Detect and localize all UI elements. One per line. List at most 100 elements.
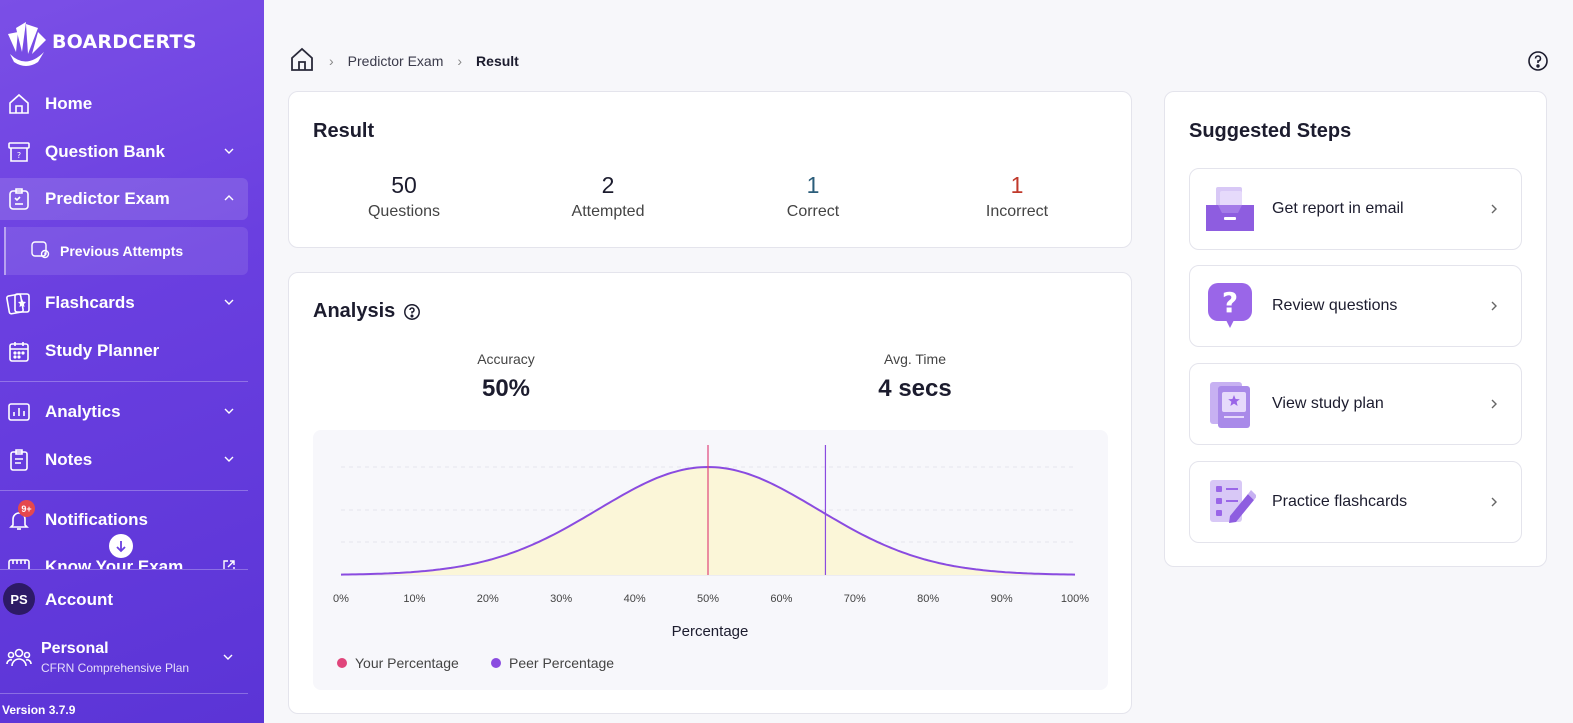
sidebar-item-notes[interactable]: Notes xyxy=(0,439,248,481)
legend-label: Your Percentage xyxy=(355,655,459,671)
notes-icon xyxy=(6,447,32,473)
step-label: Get report in email xyxy=(1272,200,1404,217)
legend-marker xyxy=(337,658,347,668)
sidebar-item-analytics[interactable]: Analytics xyxy=(0,391,248,433)
chevron-right-icon xyxy=(1487,495,1501,514)
result-card: Result 50 Questions 2 Attempted 1 Correc… xyxy=(288,91,1132,248)
study-plan-icon xyxy=(1204,378,1256,430)
calendar-icon xyxy=(6,338,32,364)
step-review-questions[interactable]: ? Review questions xyxy=(1189,265,1522,347)
sidebar-item-previous-attempts[interactable]: Previous Attempts xyxy=(4,227,248,275)
chevron-right-icon: › xyxy=(457,52,463,69)
chevron-up-icon[interactable] xyxy=(222,191,236,210)
x-tick-label: 10% xyxy=(403,593,425,605)
metric-label: Avg. Time xyxy=(884,351,946,367)
chevron-down-icon[interactable] xyxy=(222,295,236,314)
stat-incorrect: 1 Incorrect xyxy=(917,172,1117,221)
sidebar-item-label: Notifications xyxy=(45,510,148,529)
plan-switcher[interactable]: Personal CFRN Comprehensive Plan xyxy=(41,640,189,675)
chevron-right-icon: › xyxy=(329,52,334,69)
stat-attempted: 2 Attempted xyxy=(508,172,708,221)
sidebar-item-know-your-exam[interactable]: Know Your Exam xyxy=(0,547,248,569)
stat-label: Correct xyxy=(786,203,840,220)
sidebar-item-predictor-exam[interactable]: Predictor Exam xyxy=(0,178,248,220)
chart-svg: 0% 10% 20% 30% 40% 50% 60% 70% 80% 90% 100% Percent… xyxy=(333,445,1089,671)
x-tick-label: 40% xyxy=(624,593,646,605)
account-label[interactable]: Account xyxy=(45,590,113,609)
sidebar-item-label: Notes xyxy=(45,450,93,469)
sidebar: BOARDCERTS Home ? Question Bank Predicto… xyxy=(0,0,264,723)
help-icon[interactable] xyxy=(1527,50,1549,77)
info-icon[interactable] xyxy=(403,303,421,321)
sidebar-item-label: Home xyxy=(45,94,93,113)
sidebar-item-label: Study Planner xyxy=(45,341,160,360)
analysis-header: Analysis xyxy=(313,300,421,323)
chevron-right-icon xyxy=(1487,299,1501,318)
breadcrumb-parent[interactable]: Predictor Exam xyxy=(347,52,444,69)
home-icon[interactable] xyxy=(289,46,315,75)
brand-name: BOARDCERTS xyxy=(52,31,197,53)
question-bank-icon: ? xyxy=(6,139,32,165)
stat-label: Questions xyxy=(367,203,441,220)
exam-calendar-icon xyxy=(6,555,32,569)
metric-avg-time: Avg. Time 4 secs xyxy=(795,351,1035,403)
sidebar-item-label: Question Bank xyxy=(45,142,165,161)
sidebar-item-study-planner[interactable]: Study Planner xyxy=(0,330,248,372)
sidebar-divider xyxy=(0,381,248,382)
stat-correct: 1 Correct xyxy=(713,172,913,221)
step-label: Practice flashcards xyxy=(1272,493,1408,510)
stat-value: 1 xyxy=(1010,172,1024,198)
sidebar-divider xyxy=(0,693,248,694)
step-view-study-plan[interactable]: View study plan xyxy=(1189,363,1522,445)
brand-logo[interactable]: BOARDCERTS xyxy=(4,18,197,66)
x-tick-label: 50% xyxy=(697,593,719,605)
flashcards-icon xyxy=(6,290,32,316)
stat-value: 2 xyxy=(601,172,615,198)
avatar[interactable]: PS xyxy=(3,583,35,615)
steps-title: Suggested Steps xyxy=(1189,120,1352,142)
metric-value: 4 secs xyxy=(878,375,952,402)
sidebar-item-label: Predictor Exam xyxy=(45,189,170,208)
boardcerts-logo-icon xyxy=(8,22,46,66)
metric-value: 50% xyxy=(481,375,531,402)
x-tick-label: 100% xyxy=(1061,593,1089,605)
plan-subtitle: CFRN Comprehensive Plan xyxy=(41,661,190,675)
users-icon xyxy=(6,644,32,675)
step-get-report-email[interactable]: Get report in email xyxy=(1189,168,1522,250)
step-practice-flashcards[interactable]: Practice flashcards xyxy=(1189,461,1522,543)
stat-value: 50 xyxy=(391,172,417,198)
chevron-down-icon[interactable] xyxy=(222,144,236,163)
notification-badge: 9+ xyxy=(18,500,35,517)
breadcrumb-current: Result xyxy=(476,52,519,69)
home-icon xyxy=(6,91,32,117)
analysis-card: Analysis Accuracy 50% Avg. Time 4 secs 0… xyxy=(288,272,1132,714)
metric-label: Accuracy xyxy=(477,351,535,367)
sidebar-item-home[interactable]: Home xyxy=(0,83,248,125)
sidebar-item-flashcards[interactable]: Flashcards xyxy=(0,282,248,324)
chevron-down-icon[interactable] xyxy=(222,452,236,471)
external-link-icon[interactable] xyxy=(222,559,236,569)
chevron-down-icon[interactable] xyxy=(221,650,235,669)
history-icon xyxy=(30,239,50,264)
svg-text:?: ? xyxy=(17,151,21,160)
stat-label: Attempted xyxy=(571,203,645,220)
scroll-down-button[interactable] xyxy=(109,534,133,558)
sidebar-item-question-bank[interactable]: ? Question Bank xyxy=(0,131,248,173)
analytics-icon xyxy=(6,399,32,425)
x-tick-label: 20% xyxy=(477,593,499,605)
stat-label: Incorrect xyxy=(985,203,1049,220)
sidebar-divider xyxy=(0,569,248,570)
sidebar-divider xyxy=(0,490,248,491)
sidebar-item-label: Flashcards xyxy=(45,293,135,312)
sidebar-item-label: Know Your Exam xyxy=(45,557,184,569)
app-version: Version 3.7.9 xyxy=(2,703,76,717)
breadcrumb: › Predictor Exam › Result xyxy=(289,46,519,75)
chevron-right-icon xyxy=(1487,202,1501,221)
x-tick-label: 90% xyxy=(991,593,1013,605)
legend-marker xyxy=(491,658,501,668)
x-tick-label: 30% xyxy=(550,593,572,605)
sidebar-item-label: Previous Attempts xyxy=(60,243,184,259)
stat-value: 1 xyxy=(806,172,820,198)
x-tick-label: 0% xyxy=(333,593,349,605)
chevron-down-icon[interactable] xyxy=(222,404,236,423)
